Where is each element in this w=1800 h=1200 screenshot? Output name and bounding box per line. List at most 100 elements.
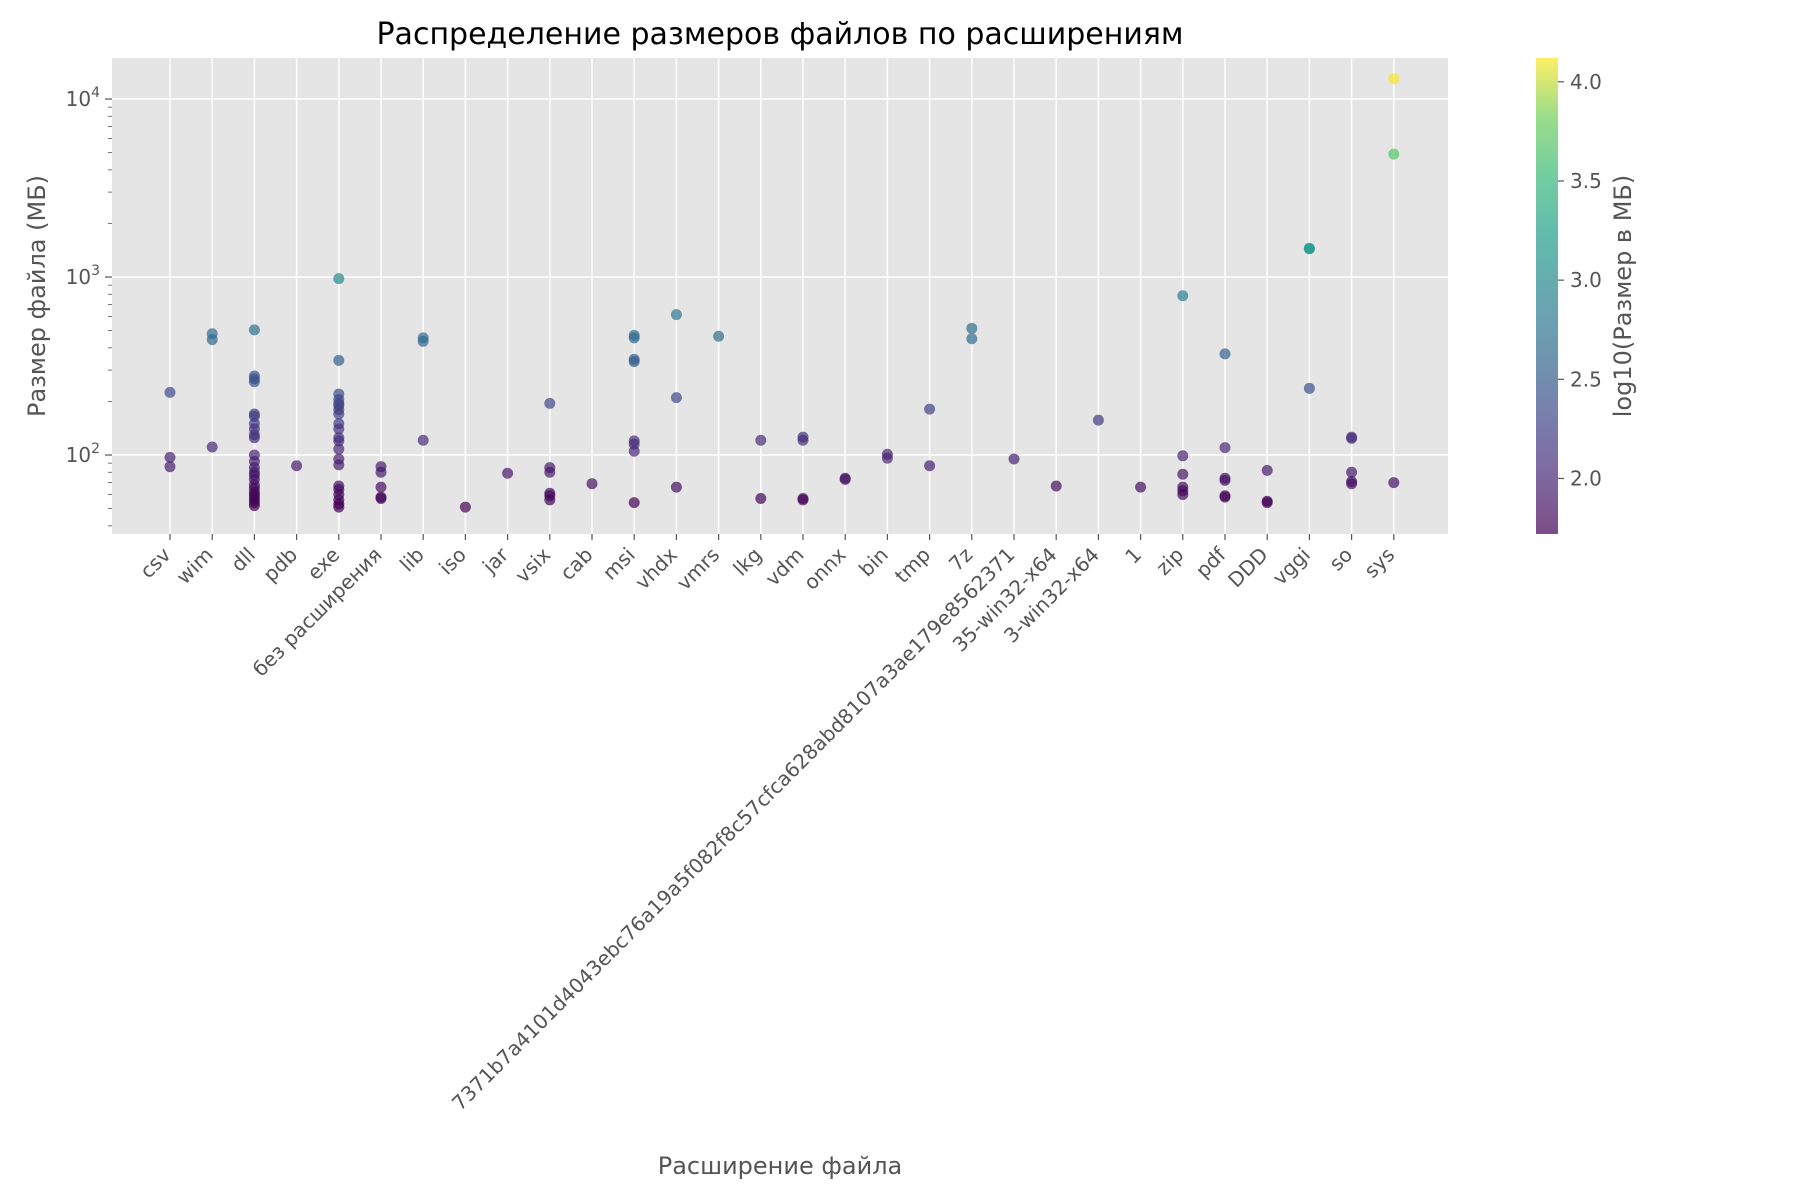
data-point	[206, 441, 218, 453]
data-point	[628, 332, 640, 344]
y-tick-label: 102	[66, 441, 100, 467]
x-tick-label: 7371b7a4101d4043ebc76a19a5f082f8c57cfca6…	[447, 543, 1020, 1116]
plot-area	[112, 58, 1448, 534]
data-point	[544, 397, 556, 409]
data-point	[206, 334, 218, 346]
y-tick-labels: 102 103 104	[66, 85, 100, 467]
x-tick-label: lib	[395, 543, 429, 577]
colorbar-tick-label: 4.0	[1570, 70, 1602, 94]
x-tick-label: cab	[555, 543, 597, 585]
data-point	[670, 309, 682, 321]
data-point	[1219, 474, 1231, 486]
data-point	[502, 467, 514, 479]
data-point	[1219, 491, 1231, 503]
x-tick-label: vmrs	[672, 543, 724, 595]
data-point	[670, 481, 682, 493]
x-tick-label: pdb	[258, 543, 302, 587]
x-tick-label: vsix	[510, 542, 555, 587]
data-point	[375, 481, 387, 493]
x-tick-label: csv	[135, 542, 176, 583]
data-point	[966, 333, 978, 345]
data-point	[333, 443, 345, 455]
data-point	[797, 434, 809, 446]
data-point	[1346, 478, 1358, 490]
x-tick-label: wim	[171, 543, 217, 589]
data-point	[248, 500, 260, 512]
x-tick-label: onnx	[799, 542, 851, 594]
data-point	[1303, 382, 1315, 394]
data-point	[966, 322, 978, 334]
data-point	[1050, 480, 1062, 492]
x-axis-label: Расширение файла	[658, 1152, 903, 1180]
data-point	[459, 501, 471, 513]
data-point	[248, 324, 260, 336]
data-point	[417, 434, 429, 446]
data-point	[1388, 73, 1400, 85]
data-points	[164, 73, 1400, 513]
data-point	[1219, 442, 1231, 454]
data-point	[1177, 489, 1189, 501]
data-point	[755, 492, 767, 504]
x-tick-label: bin	[854, 543, 893, 582]
colorbar-tick-label: 2.5	[1570, 367, 1602, 391]
data-point	[628, 445, 640, 457]
colorbar-tick-label: 3.0	[1570, 268, 1602, 292]
data-point	[713, 330, 725, 342]
data-point	[375, 466, 387, 478]
x-tick-label: tmp	[890, 543, 935, 588]
data-point	[1261, 497, 1273, 509]
data-point	[1177, 468, 1189, 480]
data-point	[1388, 148, 1400, 160]
data-point	[1008, 453, 1020, 465]
data-point	[333, 354, 345, 366]
colorbar-label: log10(Размер в МБ)	[1609, 175, 1637, 417]
x-tick-label: vdm	[760, 543, 808, 591]
data-point	[291, 460, 303, 472]
data-point	[628, 356, 640, 368]
colorbar-ticks: 2.0 2.5 3.0 3.5 4.0	[1558, 70, 1602, 490]
data-point	[1219, 348, 1231, 360]
colorbar	[1536, 58, 1558, 534]
data-point	[333, 459, 345, 471]
data-point	[1135, 481, 1147, 493]
x-tick-label: 1	[1120, 543, 1146, 569]
colorbar-tick-label: 3.5	[1570, 169, 1602, 193]
data-point	[333, 273, 345, 285]
data-point	[670, 392, 682, 404]
data-point	[333, 501, 345, 513]
data-point	[1092, 414, 1104, 426]
data-point	[375, 492, 387, 504]
data-point	[544, 466, 556, 478]
data-point	[586, 478, 598, 490]
data-point	[417, 335, 429, 347]
x-tick-label: vhdx	[630, 542, 682, 594]
data-point	[1388, 477, 1400, 489]
data-point	[628, 497, 640, 509]
x-tick-label: DDD	[1223, 543, 1273, 593]
x-tick-label: 7z	[944, 543, 977, 576]
data-point	[333, 423, 345, 435]
data-point	[1177, 290, 1189, 302]
data-point	[839, 473, 851, 485]
data-point	[924, 403, 936, 415]
data-point	[164, 386, 176, 398]
data-point	[544, 494, 556, 506]
x-tick-label: zip	[1151, 543, 1188, 580]
x-tick-label: sys	[1359, 543, 1399, 583]
x-tick-label: vggi	[1268, 543, 1315, 590]
data-point	[333, 435, 345, 447]
data-point	[1346, 466, 1358, 478]
data-point	[164, 451, 176, 463]
y-tick-label: 104	[66, 85, 100, 111]
y-tick-label: 103	[66, 263, 100, 289]
data-point	[797, 494, 809, 506]
data-point	[924, 460, 936, 472]
data-point	[881, 452, 893, 464]
data-point	[248, 376, 260, 388]
x-tick-label: dll	[226, 543, 260, 577]
y-axis-label: Размер файла (МБ)	[23, 175, 51, 417]
data-point	[164, 461, 176, 473]
data-point	[1303, 243, 1315, 255]
data-point	[755, 434, 767, 446]
